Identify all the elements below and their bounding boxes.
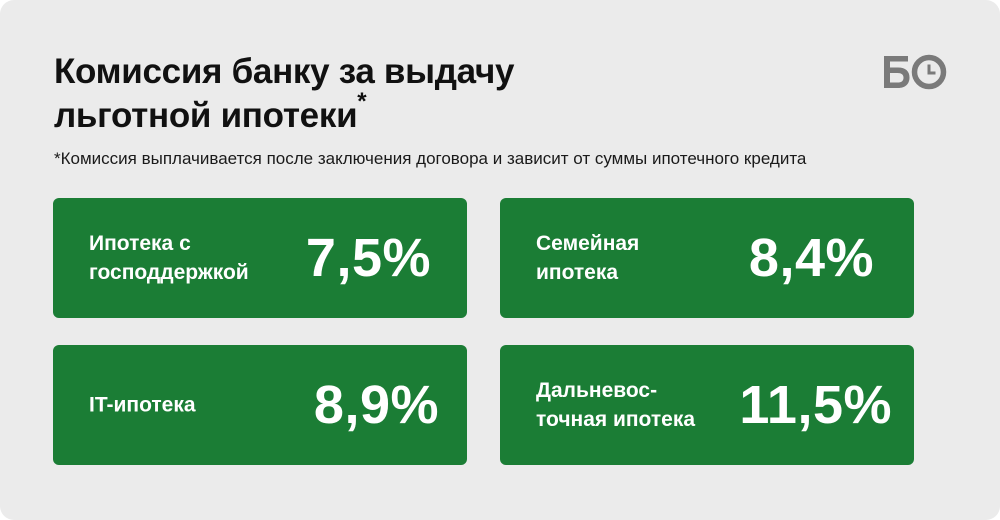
card-value: 7,5% — [305, 228, 431, 288]
card-label: Дальневос- точная ипотека — [536, 376, 695, 434]
footnote-text: *Комиссия выплачивается после заключения… — [54, 149, 807, 168]
card-label-line: Дальневос- — [536, 379, 658, 402]
title-line-1: Комиссия банку за выдачу — [54, 52, 515, 91]
card-label-line: господдержкой — [89, 261, 249, 284]
card-label-line: точная ипотека — [536, 408, 696, 431]
bo-logo: БО — [884, 54, 947, 90]
card-label-line: Ипотека с — [89, 232, 191, 255]
rate-card-it: IT-ипотека 8,9% — [53, 345, 467, 465]
card-label-line: Семейная — [536, 232, 640, 255]
rate-card-state-support: Ипотека с господдержкой 7,5% — [53, 198, 467, 318]
rate-card-far-east: Дальневос- точная ипотека 11,5% — [500, 345, 914, 465]
card-value: 11,5% — [739, 375, 892, 435]
card-value: 8,4% — [748, 228, 874, 288]
page-title: Комиссия банку за выдачу льготной ипотек… — [54, 50, 674, 138]
card-label: Ипотека с господдержкой — [89, 229, 249, 287]
card-label-line: IT-ипотека — [89, 393, 196, 417]
card-label-line: ипотека — [536, 261, 619, 284]
title-line-2-text: льготной ипотеки — [54, 96, 358, 135]
card-value: 8,9% — [313, 375, 439, 435]
title-line-2: льготной ипотеки* — [54, 90, 674, 138]
clock-icon — [911, 54, 947, 90]
card-label: IT-ипотека — [89, 391, 196, 420]
card-label: Семейная ипотека — [536, 229, 639, 287]
logo-letter-b — [884, 56, 910, 88]
rate-card-family: Семейная ипотека 8,4% — [500, 198, 914, 318]
footnote-asterisk: * — [357, 88, 367, 115]
